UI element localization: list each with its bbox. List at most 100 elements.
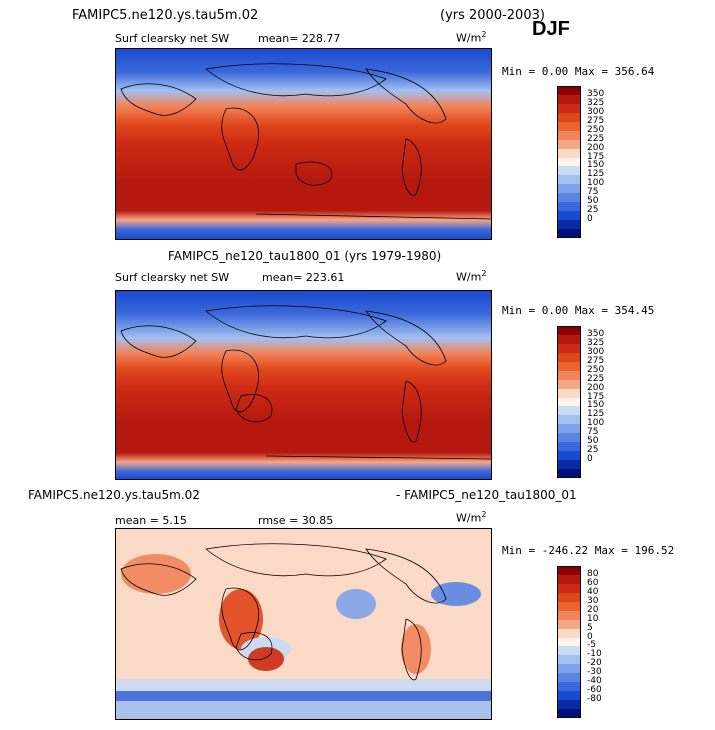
colorbar-tick-label: 0: [587, 214, 593, 225]
colorbar-swatch: [557, 148, 581, 159]
colorbar-tick-label: 100: [587, 178, 605, 189]
colorbar-swatch: [557, 121, 581, 132]
colorbar-tick-label: 60: [587, 577, 599, 588]
colorbar-tick-label: 80: [587, 568, 599, 579]
panel1-mean: mean= 228.77: [258, 32, 341, 45]
colorbar-tick-label: -5: [587, 640, 596, 651]
panel3-mean: mean = 5.15: [115, 514, 187, 527]
colorbar-swatch: [557, 442, 581, 452]
colorbar-swatch: [557, 103, 581, 114]
panel3-map: [115, 528, 492, 720]
colorbar-tick-label: 350: [587, 88, 605, 99]
colorbar-tick-label: 175: [587, 391, 605, 402]
colorbar-tick-label: -60: [587, 685, 602, 696]
panel2-colorbar: 350 325 300 275 250 225 200 175 150 125 100 75 50 25 0: [557, 326, 617, 479]
colorbar-swatch: [557, 709, 581, 719]
colorbar-swatch: [557, 94, 581, 105]
colorbar-tick-label: 50: [587, 196, 599, 207]
colorbar-swatch: [557, 469, 581, 479]
colorbar-swatch: [557, 664, 581, 674]
colorbar-tick-label: 20: [587, 604, 599, 615]
colorbar-swatch: [557, 700, 581, 710]
colorbar-swatch: [557, 655, 581, 665]
colorbar-swatch: [557, 157, 581, 167]
colorbar-swatch: [557, 166, 581, 176]
colorbar-swatch: [557, 610, 581, 621]
colorbar-tick-label: 175: [587, 151, 605, 162]
colorbar-tick-label: -10: [587, 649, 602, 660]
colorbar-swatch: [557, 352, 581, 363]
colorbar-tick-label: 275: [587, 355, 605, 366]
colorbar-swatch: [557, 343, 581, 354]
panel2-variable: Surf clearsky net SW: [115, 271, 230, 284]
panel3-title-right: - FAMIPC5_ne120_tau1800_01: [396, 488, 577, 502]
colorbar-swatch: [557, 202, 581, 212]
colorbar-swatch: [557, 370, 581, 381]
colorbar-tick-label: 150: [587, 160, 605, 171]
colorbar-tick-label: 225: [587, 133, 605, 144]
colorbar-tick-label: 225: [587, 373, 605, 384]
colorbar-tick-label: 125: [587, 169, 605, 180]
colorbar-swatch: [557, 184, 581, 194]
colorbar-tick-label: 275: [587, 115, 605, 126]
season-label: DJF: [532, 18, 570, 40]
colorbar-swatch: [557, 566, 581, 576]
panel1-colorbar: 350 325 300 275 250 225 200 175 150 125 100 75 50 25 0: [557, 86, 617, 239]
colorbar-swatch: [557, 433, 581, 443]
colorbar-swatch: [557, 406, 581, 416]
colorbar-tick-label: 75: [587, 427, 599, 438]
panel3-rmse: rmse = 30.85: [258, 514, 334, 527]
colorbar-tick-label: 325: [587, 97, 605, 108]
colorbar-swatch: [557, 592, 581, 603]
panel3-units: W/m2: [456, 510, 487, 525]
colorbar-swatch: [557, 175, 581, 185]
panel2-minmax: Min = 0.00 Max = 354.45: [502, 304, 655, 317]
colorbar-swatch: [557, 220, 581, 230]
colorbar-tick-label: -30: [587, 667, 602, 678]
colorbar-swatch: [557, 361, 581, 372]
colorbar-swatch: [557, 112, 581, 123]
colorbar-tick-label: 200: [587, 142, 605, 153]
colorbar-tick-label: 325: [587, 337, 605, 348]
panel2-mean: mean= 223.61: [262, 271, 345, 284]
colorbar-swatch: [557, 139, 581, 150]
colorbar-swatch: [557, 211, 581, 221]
colorbar-tick-label: 50: [587, 436, 599, 447]
colorbar-tick-label: 200: [587, 382, 605, 393]
panel1-units: W/m2: [456, 30, 487, 45]
colorbar-tick-label: 5: [587, 622, 593, 633]
colorbar-swatch: [557, 619, 581, 630]
colorbar-swatch: [557, 691, 581, 701]
colorbar-tick-label: 150: [587, 400, 605, 411]
colorbar-tick-label: 30: [587, 595, 599, 606]
colorbar-swatch: [557, 637, 581, 647]
panel1-map: [115, 48, 492, 240]
colorbar-swatch: [557, 193, 581, 203]
case-title: FAMIPC5.ne120.ys.tau5m.02: [72, 8, 259, 23]
colorbar-tick-label: 25: [587, 445, 599, 456]
colorbar-swatch: [557, 388, 581, 399]
colorbar-tick-label: 300: [587, 106, 605, 117]
colorbar-swatch: [557, 601, 581, 612]
colorbar-tick-label: 250: [587, 364, 605, 375]
colorbar-tick-label: 10: [587, 613, 599, 624]
colorbar-tick-label: -80: [587, 694, 602, 705]
colorbar-tick-label: -20: [587, 658, 602, 669]
colorbar-swatch: [557, 583, 581, 594]
colorbar-swatch: [557, 334, 581, 345]
colorbar-swatch: [557, 229, 581, 239]
colorbar-swatch: [557, 646, 581, 656]
years-label: (yrs 2000-2003): [440, 8, 545, 23]
colorbar-swatch: [557, 397, 581, 407]
panel3-title-left: FAMIPC5.ne120.ys.tau5m.02: [28, 488, 200, 502]
colorbar-swatch: [557, 628, 581, 639]
panel2-units: W/m2: [456, 269, 487, 284]
colorbar-tick-label: 100: [587, 418, 605, 429]
colorbar-swatch: [557, 326, 581, 336]
panel3-minmax: Min = -246.22 Max = 196.52: [502, 544, 675, 557]
colorbar-swatch: [557, 424, 581, 434]
colorbar-tick-label: 25: [587, 205, 599, 216]
colorbar-swatch: [557, 379, 581, 390]
colorbar-swatch: [557, 130, 581, 141]
colorbar-swatch: [557, 682, 581, 692]
